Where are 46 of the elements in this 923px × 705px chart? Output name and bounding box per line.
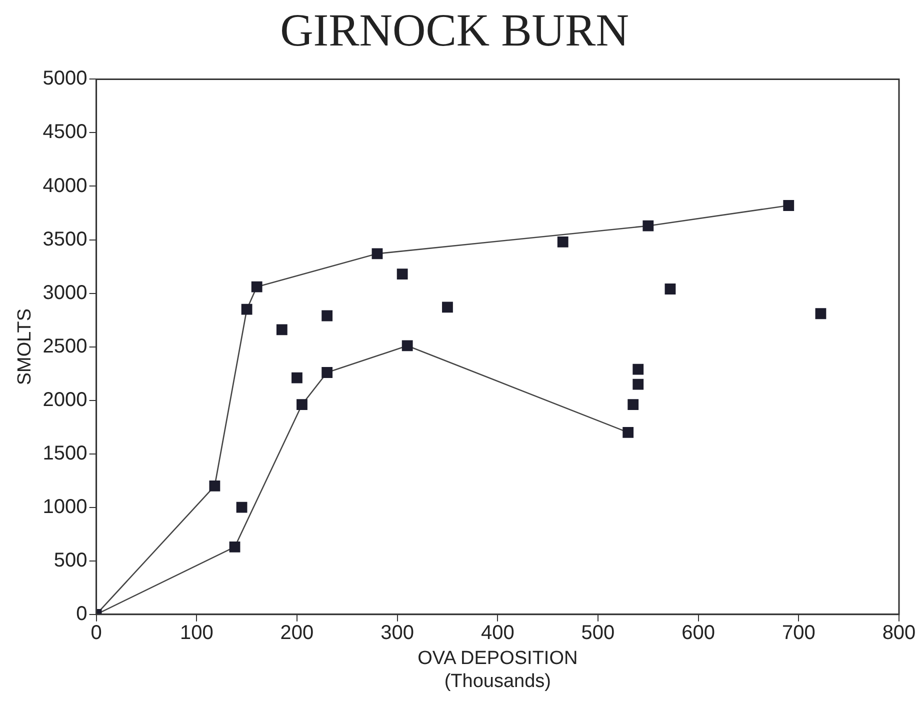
x-tick-label: 300 xyxy=(380,622,414,644)
y-tick-label: 1000 xyxy=(42,496,88,518)
x-tick-label: 700 xyxy=(782,622,816,644)
point xyxy=(622,426,634,438)
y-axis-title: SMOLTS xyxy=(14,308,36,386)
point xyxy=(276,324,288,336)
x-tick-label: 400 xyxy=(480,622,514,644)
y-tick-label: 1500 xyxy=(42,442,88,464)
x-tick-label: 0 xyxy=(90,622,102,644)
point xyxy=(402,340,413,352)
point xyxy=(296,399,308,410)
point xyxy=(632,378,644,390)
point xyxy=(396,268,408,280)
point xyxy=(236,502,248,513)
y-tick-label: 500 xyxy=(54,549,88,572)
point xyxy=(292,372,302,384)
y-tick-label: 4500 xyxy=(42,121,88,144)
point xyxy=(642,220,654,232)
point xyxy=(241,304,252,315)
point xyxy=(322,310,333,322)
y-tick-label: 4000 xyxy=(42,174,88,197)
x-tick-label: 200 xyxy=(280,622,314,644)
x-tick-label: 100 xyxy=(180,622,214,644)
point xyxy=(322,367,333,378)
point xyxy=(783,200,794,211)
x-tick-label: 500 xyxy=(581,622,615,644)
point xyxy=(251,281,262,292)
x-tick-label: 600 xyxy=(682,622,716,644)
y-tick-label: 2000 xyxy=(42,388,88,411)
y-tick-label: 0 xyxy=(76,602,88,625)
point xyxy=(557,236,568,248)
point xyxy=(372,248,383,260)
y-tick-label: 3500 xyxy=(42,228,88,250)
y-tick-label: 3000 xyxy=(42,282,88,304)
point xyxy=(229,542,240,552)
point xyxy=(209,480,220,492)
point xyxy=(664,284,676,294)
y-tick-label: 2500 xyxy=(42,335,88,358)
point xyxy=(442,302,453,313)
y-tick-label: 5000 xyxy=(42,68,88,90)
chart-title: GIRNOCK BURN xyxy=(280,4,629,56)
x-axis-title: OVA DEPOSITION (Thousands) xyxy=(418,648,578,692)
point xyxy=(632,364,644,375)
point xyxy=(628,399,639,410)
x-tick-label: 800 xyxy=(882,622,916,644)
point xyxy=(815,308,826,320)
